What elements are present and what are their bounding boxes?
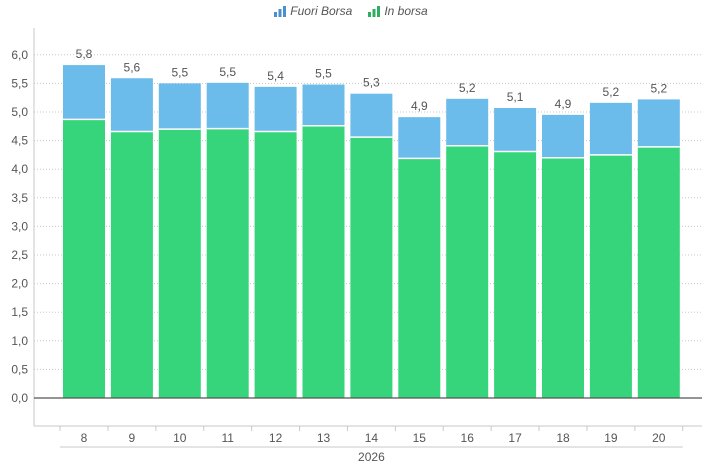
bar-in-borsa[interactable] (254, 131, 297, 398)
y-tick-label: 0,0 (11, 391, 28, 405)
bar-fuori-borsa[interactable] (254, 86, 297, 132)
x-group-label: 2026 (358, 450, 385, 464)
x-tick-label: 17 (508, 431, 522, 445)
x-tick-label: 19 (604, 431, 618, 445)
total-label: 5,1 (507, 90, 524, 104)
total-label: 5,5 (171, 65, 188, 79)
x-tick-label: 9 (129, 431, 136, 445)
bar-in-borsa[interactable] (398, 158, 441, 398)
total-label: 5,4 (267, 69, 284, 83)
legend-item-fuori-borsa[interactable]: Fuori Borsa (274, 4, 352, 18)
bar-fuori-borsa[interactable] (494, 107, 537, 152)
bar-in-borsa[interactable] (206, 128, 249, 398)
x-tick-label: 11 (221, 431, 234, 445)
total-label: 5,5 (219, 65, 236, 79)
bar-in-borsa[interactable] (158, 129, 201, 398)
bar-fuori-borsa[interactable] (63, 65, 105, 120)
y-tick-label: 5,0 (11, 105, 28, 119)
bar-in-borsa[interactable] (110, 131, 153, 398)
x-tick-label: 15 (413, 431, 427, 445)
x-tick-label: 12 (269, 431, 283, 445)
y-tick-label: 2,5 (11, 248, 28, 262)
total-label: 5,6 (124, 60, 141, 74)
y-tick-label: 2,0 (11, 277, 28, 291)
total-label: 5,2 (603, 85, 620, 99)
x-tick-label: 20 (652, 431, 666, 445)
bar-fuori-borsa[interactable] (637, 99, 680, 147)
bar-in-borsa[interactable] (446, 145, 489, 398)
bar-in-borsa[interactable] (350, 137, 393, 398)
legend-label-fuori-borsa: Fuori Borsa (290, 4, 353, 18)
total-label: 5,8 (76, 47, 93, 61)
bar-fuori-borsa[interactable] (350, 93, 393, 138)
bar-in-borsa[interactable] (637, 146, 680, 398)
y-tick-label: 1,0 (11, 334, 28, 348)
total-label: 4,9 (555, 97, 572, 111)
bar-fuori-borsa[interactable] (206, 82, 249, 129)
legend: Fuori Borsa In borsa (0, 2, 702, 20)
x-tick-label: 18 (556, 431, 570, 445)
x-tick-label: 8 (81, 431, 88, 445)
bar-in-borsa[interactable] (494, 151, 537, 398)
bar-chart-icon (274, 6, 287, 17)
total-label: 5,2 (459, 81, 476, 95)
bar-fuori-borsa[interactable] (542, 114, 584, 158)
total-label: 5,2 (650, 81, 667, 95)
legend-item-in-borsa[interactable]: In borsa (368, 4, 428, 18)
bar-chart-icon (368, 6, 381, 17)
bar-in-borsa[interactable] (589, 154, 632, 398)
x-tick-label: 13 (317, 431, 331, 445)
legend-label-in-borsa: In borsa (384, 4, 428, 18)
bar-in-borsa[interactable] (302, 125, 345, 398)
y-tick-label: 6,0 (11, 48, 28, 62)
y-tick-label: 5,5 (11, 76, 28, 90)
bar-in-borsa[interactable] (542, 157, 584, 398)
x-tick-label: 16 (461, 431, 475, 445)
bar-fuori-borsa[interactable] (398, 117, 441, 159)
bar-fuori-borsa[interactable] (589, 102, 632, 155)
y-tick-label: 1,5 (11, 305, 28, 319)
bar-fuori-borsa[interactable] (446, 98, 489, 146)
y-tick-label: 4,5 (11, 134, 28, 148)
total-label: 4,9 (411, 99, 428, 113)
total-label: 5,3 (363, 76, 380, 90)
x-tick-label: 14 (365, 431, 379, 445)
x-tick-label: 10 (173, 431, 187, 445)
total-label: 5,5 (315, 67, 332, 81)
y-tick-label: 3,0 (11, 219, 28, 233)
y-tick-label: 0,5 (11, 362, 28, 376)
y-tick-label: 3,5 (11, 191, 28, 205)
bar-fuori-borsa[interactable] (302, 84, 345, 126)
bar-in-borsa[interactable] (63, 119, 105, 398)
bar-fuori-borsa[interactable] (158, 83, 201, 130)
bar-fuori-borsa[interactable] (110, 78, 153, 132)
y-tick-label: 4,0 (11, 162, 28, 176)
